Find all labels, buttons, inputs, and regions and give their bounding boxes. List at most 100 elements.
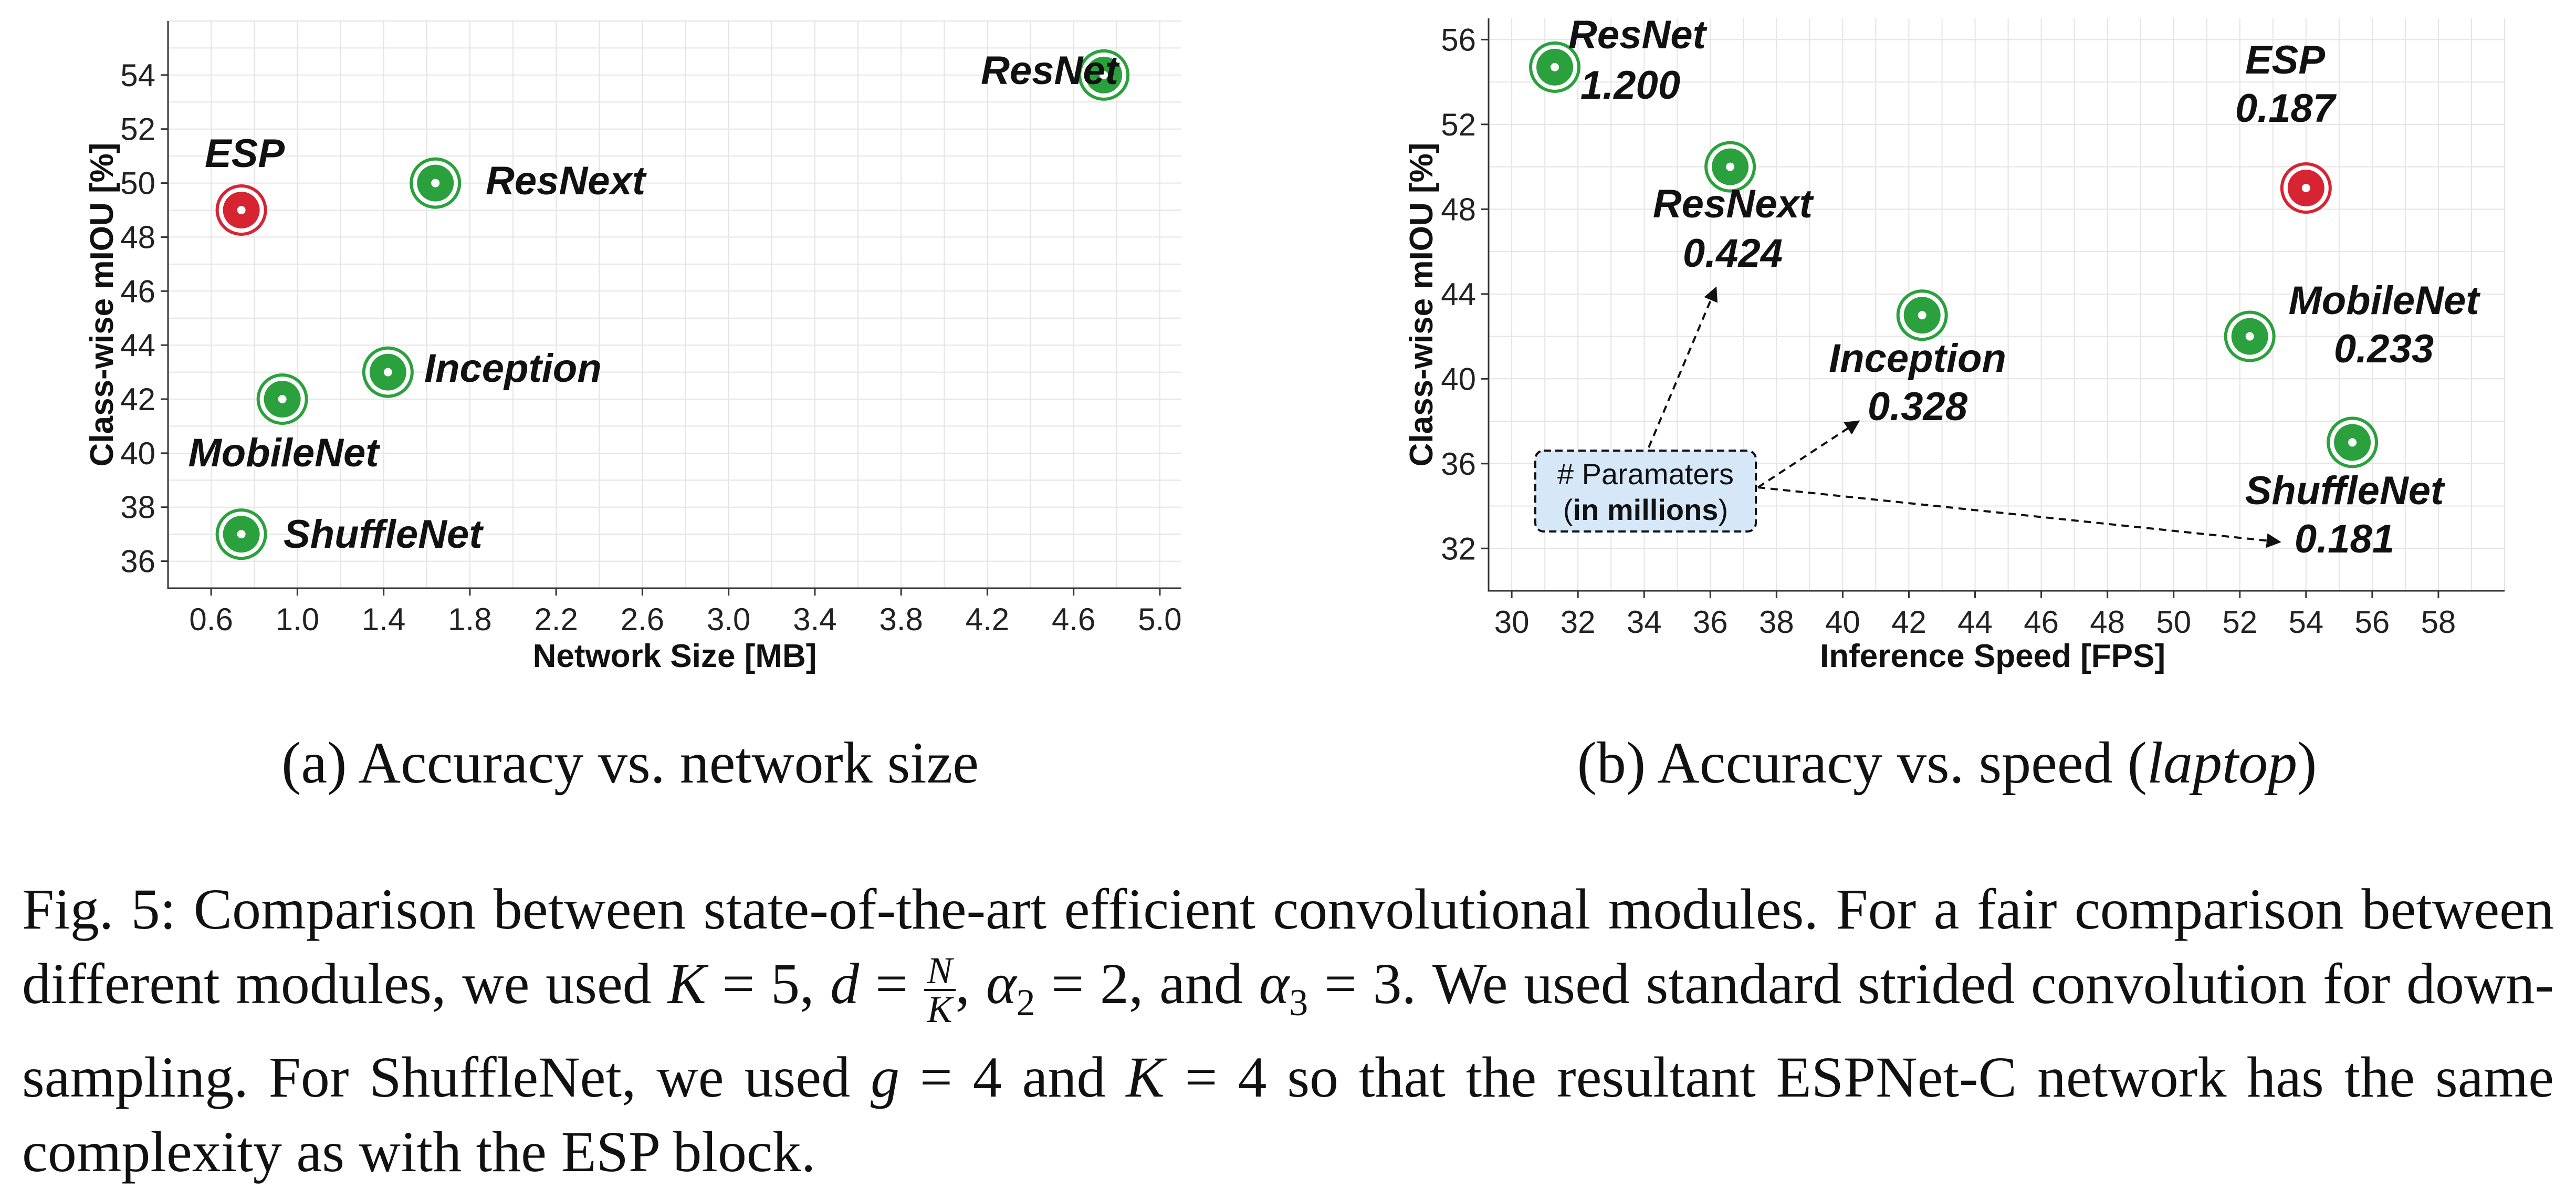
x-tick-label: 48 [2090, 604, 2125, 640]
x-tick-label: 44 [1957, 604, 1993, 640]
figure-caption: Fig. 5: Comparison between state-of-the-… [22, 877, 2554, 1184]
x-tick-label: 0.6 [189, 602, 233, 637]
chart-b-x-ticks: 30 32 34 36 38 40 42 44 46 48 50 52 54 56 58 [1494, 591, 2456, 640]
x-tick-label: 2.6 [621, 602, 664, 637]
chart-a-x-ticks: 0.6 1.0 1.4 1.8 2.2 2.6 3.0 3.4 3.8 4.2 4.6 5.0 [189, 588, 1182, 637]
point-label-inception-b: Inception [1829, 336, 2006, 381]
point-label-esp-b: ESP [2245, 38, 2325, 82]
x-tick-label: 1.4 [362, 602, 405, 637]
x-tick-label: 38 [1759, 604, 1794, 640]
chart-a: 0.6 1.0 1.4 1.8 2.2 2.6 3.0 3.4 3.8 4.2 4.6 5.0 363… [84, 20, 1182, 796]
x-tick-label: 34 [1627, 604, 1662, 640]
y-tick-label: 38 [120, 490, 155, 525]
chart-a-gridlines [168, 20, 1181, 589]
y-tick-label: 46 [120, 274, 155, 309]
chart-a-y-ticks: 36 38 40 42 44 46 48 50 52 54 [120, 58, 168, 579]
x-tick-label: 50 [2156, 604, 2191, 640]
point-label-resnet: ResNet [981, 48, 1120, 93]
figure: 0.6 1.0 1.4 1.8 2.2 2.6 3.0 3.4 3.8 4.2 4.6 5.0 363… [84, 13, 2505, 796]
x-tick-label: 56 [2355, 604, 2390, 640]
data-point-resnet [1529, 41, 1581, 93]
data-point-shufflenet [2327, 416, 2379, 468]
x-tick-label: 30 [1494, 604, 1530, 640]
data-point-resnet [1078, 49, 1130, 101]
chart-a-point-labels: ESP ResNet ResNext Inception MobileNet S… [188, 48, 1119, 557]
y-tick-label: 42 [120, 382, 155, 417]
data-point-mobilenet [256, 373, 308, 425]
y-tick-label: 56 [1441, 22, 1476, 57]
x-tick-label: 36 [1693, 604, 1728, 640]
param-annotation-arrows [1648, 286, 2281, 548]
y-tick-label: 52 [120, 112, 155, 147]
annotation-line-2: (in millions) [1563, 493, 1728, 526]
chart-a-axes [167, 21, 1181, 589]
x-tick-label: 42 [1891, 604, 1926, 640]
x-tick-label: 5.0 [1138, 602, 1181, 637]
y-tick-label: 54 [120, 58, 155, 93]
y-tick-label: 44 [1441, 277, 1476, 312]
point-label-resnext: ResNext [486, 159, 647, 203]
point-params-resnet-b: 1.200 [1580, 63, 1680, 108]
point-label-shufflenet-b: ShuffleNet [2245, 468, 2445, 513]
arrow-to-resnext [1648, 286, 1718, 448]
annotation-line-1: # Paramaters [1557, 457, 1734, 491]
x-tick-label: 46 [2024, 604, 2059, 640]
point-params-inception-b: 0.328 [1868, 384, 1968, 429]
data-point-resnext [1704, 141, 1756, 193]
chart-b-x-axis-label: Inference Speed [FPS] [1820, 638, 2165, 674]
x-tick-label: 1.0 [276, 602, 319, 637]
y-tick-label: 40 [120, 436, 155, 471]
y-tick-label: 44 [120, 328, 155, 363]
chart-b-y-ticks: 32 36 40 44 48 52 56 [1441, 22, 1489, 566]
x-tick-label: 4.6 [1052, 602, 1095, 637]
point-params-esp-b: 0.187 [2235, 86, 2337, 131]
point-label-resnext-b: ResNext [1653, 182, 1814, 226]
x-tick-label: 4.2 [966, 602, 1009, 637]
chart-b-point-labels: ESP 0.187 ResNet 1.200 ResNext 0.424 Inc… [1568, 13, 2480, 561]
x-tick-label: 3.0 [707, 602, 750, 637]
data-point-inception [1896, 289, 1948, 341]
subcaption-a: (a) Accuracy vs. network size [281, 731, 979, 796]
x-tick-label: 2.2 [534, 602, 578, 637]
data-point-esp [2280, 162, 2332, 214]
chart-a-x-axis-label: Network Size [MB] [533, 638, 817, 674]
chart-b-y-axis-label: Class-wise mIOU [%] [1404, 143, 1440, 467]
data-point-shufflenet [215, 508, 267, 560]
subcaption-b: (b) Accuracy vs. speed (laptop) [1577, 731, 2317, 796]
chart-b-points [1529, 41, 2379, 468]
point-params-resnext-b: 0.424 [1683, 231, 1783, 276]
point-label-inception: Inception [424, 346, 602, 391]
x-tick-label: 54 [2288, 604, 2323, 640]
point-label-esp: ESP [205, 131, 285, 176]
chart-b: 30 32 34 36 38 40 42 44 46 48 50 52 54 56 58 32 36 40 44 4… [1404, 13, 2505, 796]
point-label-shufflenet: ShuffleNet [284, 512, 484, 557]
arrow-to-inception [1757, 420, 1860, 488]
x-tick-label: 52 [2222, 604, 2257, 640]
point-label-resnet-b: ResNet [1568, 13, 1708, 57]
y-tick-label: 48 [120, 220, 155, 255]
data-point-resnext [410, 157, 462, 209]
y-tick-label: 40 [1441, 361, 1476, 397]
arrow-to-shufflenet [1757, 486, 2281, 548]
x-tick-label: 3.4 [793, 602, 836, 637]
point-label-mobilenet: MobileNet [188, 431, 380, 475]
x-tick-label: 1.8 [448, 602, 491, 637]
data-point-esp [215, 184, 267, 236]
annotation-box [1534, 450, 1757, 533]
point-label-mobilenet-b: MobileNet [2288, 278, 2480, 323]
y-tick-label: 36 [120, 544, 155, 579]
x-tick-label: 3.8 [879, 602, 923, 637]
y-tick-label: 36 [1441, 446, 1476, 482]
param-annotation-box: # Paramaters (in millions) [1534, 450, 1757, 533]
y-tick-label: 32 [1441, 531, 1476, 566]
point-params-mobilenet-b: 0.233 [2334, 327, 2434, 371]
y-tick-label: 50 [120, 166, 155, 201]
y-tick-label: 52 [1441, 107, 1476, 142]
data-point-mobilenet [2224, 310, 2276, 362]
y-tick-label: 48 [1441, 192, 1476, 227]
x-tick-label: 32 [1561, 604, 1596, 640]
chart-a-y-axis-label: Class-wise mIOU [%] [84, 143, 120, 467]
x-tick-label: 58 [2421, 604, 2456, 640]
point-params-shufflenet-b: 0.181 [2295, 517, 2394, 561]
